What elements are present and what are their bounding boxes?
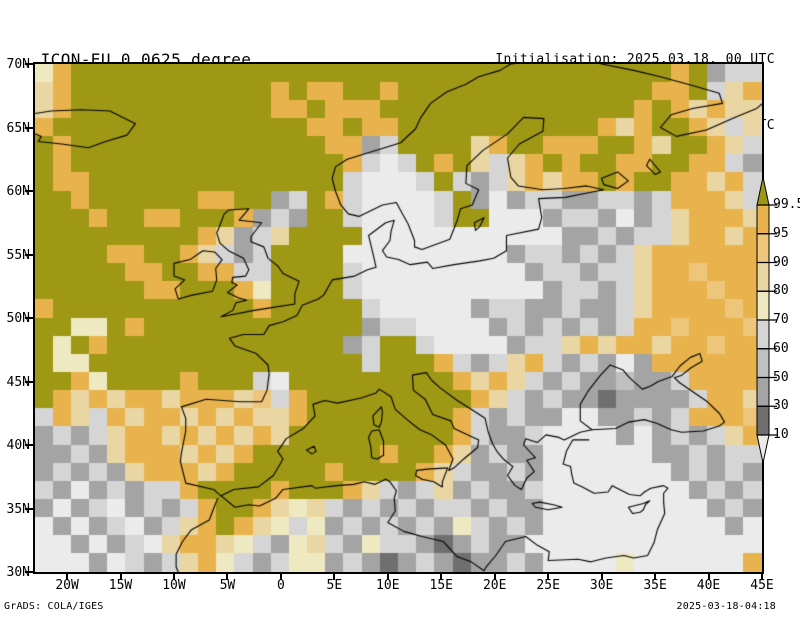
- lon-label-10W: 10W: [162, 578, 186, 593]
- lon-label-30E: 30E: [589, 578, 614, 593]
- lon-label-5W: 5W: [219, 578, 236, 593]
- lon-tick-10W: [172, 573, 175, 580]
- map-frame: [33, 62, 764, 574]
- lon-tick-15E: [440, 573, 443, 580]
- lat-label-35N: 35N: [6, 501, 30, 517]
- lat-label-65N: 65N: [6, 120, 30, 136]
- lon-label-35E: 35E: [643, 578, 667, 593]
- lat-label-30N: 30N: [6, 565, 30, 580]
- lon-label-45E: 45E: [750, 578, 774, 593]
- lat-tick-50N: [25, 317, 33, 319]
- lon-tick-5W: [226, 573, 229, 580]
- cloud-cover-map: [35, 64, 762, 572]
- lat-tick-60N: [25, 190, 33, 192]
- lon-tick-15W: [119, 573, 122, 580]
- lon-label-40E: 40E: [696, 578, 721, 593]
- lon-label-25E: 25E: [536, 578, 560, 593]
- lon-tick-20E: [493, 573, 496, 580]
- lat-label-40N: 40N: [6, 438, 30, 453]
- lat-tick-40N: [25, 444, 33, 446]
- lat-label-60N: 60N: [6, 184, 30, 199]
- colorbar-label-60: 60: [773, 340, 789, 356]
- lat-tick-30N: [25, 571, 33, 573]
- lat-tick-45N: [25, 380, 33, 383]
- lat-tick-35N: [25, 507, 33, 510]
- colorbar-label-95: 95: [773, 225, 789, 241]
- lon-tick-35E: [654, 573, 657, 580]
- lon-tick-30E: [600, 573, 603, 580]
- lon-label-0: 0: [276, 578, 285, 593]
- lon-label-15E: 15E: [429, 578, 453, 593]
- lon-tick-45E: [761, 573, 763, 580]
- lat-label-55N: 55N: [6, 247, 30, 263]
- lon-label-20W: 20W: [55, 578, 79, 593]
- colorbar-label-30: 30: [773, 398, 789, 414]
- lon-tick-25E: [547, 573, 550, 580]
- lon-tick-20W: [66, 573, 69, 580]
- colorbar-label-70: 70: [773, 312, 789, 327]
- grads-credit: GrADS: COLA/IGES: [4, 601, 104, 612]
- lat-label-50N: 50N: [6, 311, 30, 326]
- colorbar-label-50: 50: [773, 369, 789, 385]
- lon-tick-0: [279, 573, 282, 580]
- lat-tick-55N: [25, 253, 33, 256]
- lon-label-5E: 5E: [326, 578, 343, 593]
- lat-tick-70N: [25, 63, 33, 65]
- colorbar-label-99.5: 99.5: [773, 197, 800, 212]
- lon-label-10E: 10E: [376, 578, 400, 593]
- lon-label-20E: 20E: [482, 578, 507, 593]
- lat-label-45N: 45N: [6, 374, 30, 390]
- lon-tick-10E: [386, 573, 389, 580]
- creation-timestamp: 2025-03-18-04:18: [676, 601, 776, 612]
- colorbar-label-10: 10: [773, 427, 789, 442]
- lon-tick-40E: [707, 573, 710, 580]
- lat-tick-65N: [25, 126, 33, 129]
- colorbar-label-80: 80: [773, 283, 789, 299]
- lon-tick-5E: [333, 573, 336, 580]
- lat-label-70N: 70N: [6, 57, 30, 72]
- colorbar-label-90: 90: [773, 254, 789, 270]
- lon-label-15W: 15W: [108, 578, 133, 593]
